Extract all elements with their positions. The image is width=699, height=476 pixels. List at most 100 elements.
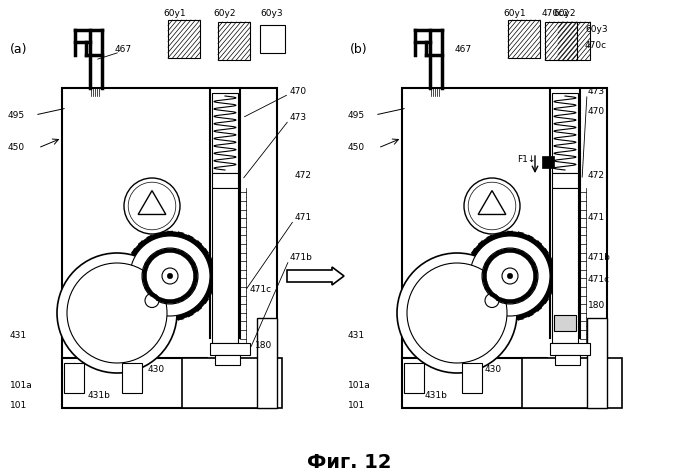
Polygon shape <box>533 270 538 282</box>
Bar <box>508 20 540 58</box>
Polygon shape <box>178 310 194 320</box>
Bar <box>552 188 578 343</box>
Polygon shape <box>467 248 479 264</box>
Polygon shape <box>206 278 215 295</box>
Circle shape <box>162 268 178 284</box>
Polygon shape <box>194 270 197 282</box>
Text: 471b: 471b <box>290 254 313 262</box>
Polygon shape <box>187 304 202 317</box>
Bar <box>404 363 424 393</box>
Text: 60y2: 60y2 <box>553 9 575 18</box>
Polygon shape <box>531 279 538 290</box>
Polygon shape <box>484 255 494 266</box>
Polygon shape <box>131 297 145 312</box>
Text: 101: 101 <box>348 400 366 409</box>
FancyArrow shape <box>287 267 344 285</box>
Text: 60y1: 60y1 <box>163 9 186 18</box>
Polygon shape <box>487 231 503 242</box>
Circle shape <box>130 236 210 316</box>
Circle shape <box>470 236 550 316</box>
Polygon shape <box>465 258 473 274</box>
Polygon shape <box>505 299 516 303</box>
Bar <box>555 355 580 365</box>
Circle shape <box>67 263 167 363</box>
Polygon shape <box>157 231 173 238</box>
Text: 471c: 471c <box>588 276 610 285</box>
Polygon shape <box>191 262 198 273</box>
Circle shape <box>464 178 520 234</box>
Polygon shape <box>482 279 489 290</box>
Bar <box>122 363 142 393</box>
Text: 473: 473 <box>588 88 605 97</box>
Polygon shape <box>489 250 500 260</box>
Polygon shape <box>484 286 494 297</box>
Bar <box>168 20 200 58</box>
Polygon shape <box>143 270 147 282</box>
Text: 430: 430 <box>485 366 502 375</box>
Text: 450: 450 <box>348 143 365 152</box>
Polygon shape <box>201 288 213 304</box>
Polygon shape <box>526 235 542 248</box>
Polygon shape <box>478 304 493 317</box>
Polygon shape <box>195 240 209 255</box>
Circle shape <box>142 248 198 304</box>
Polygon shape <box>517 310 533 320</box>
Circle shape <box>397 253 517 373</box>
Polygon shape <box>164 299 175 303</box>
Polygon shape <box>542 288 553 304</box>
Polygon shape <box>180 292 191 301</box>
Polygon shape <box>191 279 198 290</box>
Polygon shape <box>467 288 479 304</box>
Text: 472: 472 <box>588 170 605 179</box>
Polygon shape <box>520 250 531 260</box>
Bar <box>558 22 590 60</box>
Text: 471b: 471b <box>588 254 611 262</box>
Text: 450: 450 <box>8 143 25 152</box>
Text: 495: 495 <box>8 110 25 119</box>
Text: 101: 101 <box>10 400 27 409</box>
Polygon shape <box>145 255 154 266</box>
Polygon shape <box>201 248 213 264</box>
Polygon shape <box>167 231 183 238</box>
Polygon shape <box>507 314 524 321</box>
Text: 471: 471 <box>588 214 605 222</box>
Polygon shape <box>186 286 196 297</box>
Polygon shape <box>187 235 202 248</box>
Circle shape <box>407 263 507 363</box>
Text: 101a: 101a <box>10 380 33 389</box>
Polygon shape <box>167 314 183 321</box>
Circle shape <box>167 273 173 279</box>
Text: 431b: 431b <box>88 390 111 399</box>
Polygon shape <box>157 297 167 304</box>
Polygon shape <box>173 248 184 255</box>
Polygon shape <box>512 297 524 304</box>
Polygon shape <box>157 248 167 255</box>
Polygon shape <box>206 258 215 274</box>
Bar <box>552 173 578 188</box>
Polygon shape <box>164 248 175 253</box>
Bar <box>218 22 250 60</box>
Polygon shape <box>482 270 487 282</box>
Circle shape <box>507 273 513 279</box>
Text: 180: 180 <box>255 340 272 349</box>
Text: (a): (a) <box>10 43 27 57</box>
Text: 60y3: 60y3 <box>260 10 282 19</box>
Circle shape <box>502 268 518 284</box>
Bar <box>462 363 482 393</box>
Polygon shape <box>526 286 535 297</box>
Text: 473: 473 <box>290 113 307 122</box>
Polygon shape <box>496 297 507 304</box>
Text: 430: 430 <box>148 366 165 375</box>
Polygon shape <box>505 248 516 253</box>
Bar <box>62 88 277 408</box>
Polygon shape <box>471 240 485 255</box>
Polygon shape <box>542 248 553 264</box>
Polygon shape <box>150 292 160 301</box>
Text: 470: 470 <box>588 108 605 117</box>
Polygon shape <box>507 231 524 238</box>
Polygon shape <box>180 250 191 260</box>
Circle shape <box>124 178 180 234</box>
Polygon shape <box>173 297 184 304</box>
Polygon shape <box>157 314 173 321</box>
Bar <box>212 173 238 188</box>
